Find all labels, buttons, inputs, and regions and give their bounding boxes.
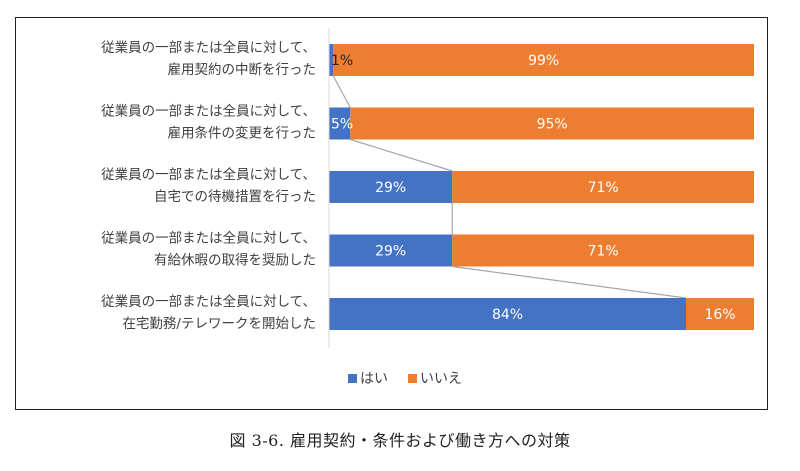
- category-label-1-line-1: 雇用条件の変更を行った: [168, 125, 317, 142]
- bar-no-1: [350, 107, 754, 140]
- bar-no-0: [333, 44, 754, 76]
- value-label-no-0: 99%: [528, 53, 559, 69]
- bar-no-3: [452, 234, 754, 267]
- figure-caption: 図 3-6. 雇用契約・条件および働き方への対策: [229, 431, 571, 450]
- legend-swatch-no: [408, 374, 417, 383]
- bar-yes-4: [329, 298, 686, 330]
- bar-yes-3: [329, 234, 453, 267]
- value-label-yes-4: 84%: [492, 307, 523, 323]
- legend-label-no: いいえ: [420, 371, 462, 387]
- series-lines: [332, 75, 687, 299]
- bar-yes-0: [329, 44, 334, 76]
- value-label-yes-0: 1%: [331, 53, 353, 69]
- category-label-0-line-1: 雇用契約の中断を行った: [168, 61, 317, 78]
- value-label-no-2: 71%: [588, 180, 619, 196]
- bar-no-2: [452, 171, 754, 203]
- value-label-no-3: 71%: [588, 244, 619, 260]
- stacked-bar-chart: 従業員の一部または全員に対して、雇用契約の中断を行った従業員の一部または全員に対…: [101, 28, 754, 387]
- value-label-yes-3: 29%: [375, 244, 406, 260]
- value-label-no-4: 16%: [704, 307, 735, 323]
- series-line-3: [452, 265, 687, 299]
- category-labels: 従業員の一部または全員に対して、雇用契約の中断を行った従業員の一部または全員に対…: [101, 39, 316, 332]
- category-label-3-line-1: 有給休暇の取得を奨励した: [154, 252, 316, 269]
- legend: はい いいえ: [348, 371, 462, 387]
- category-label-2-line-0: 従業員の一部または全員に対して、: [101, 166, 316, 183]
- bar-yes-1: [329, 107, 351, 140]
- category-label-3-line-0: 従業員の一部または全員に対して、: [101, 230, 316, 247]
- chart-frame: 従業員の一部または全員に対して、 雇用契約の中断を行った 従業員の一部または全員に対…: [15, 17, 768, 410]
- value-label-yes-2: 29%: [375, 180, 406, 196]
- category-label-2-line-1: 自宅での待機措置を行った: [154, 189, 316, 205]
- legend-label-yes: はい: [360, 371, 388, 387]
- category-label-1-line-0: 従業員の一部または全員に対して、: [101, 103, 316, 120]
- category-label-4-line-1: 在宅勤務/テレワークを開始した: [122, 316, 316, 332]
- legend-swatch-yes: [348, 374, 357, 383]
- category-label-0-line-0: 従業員の一部または全員に対して、: [101, 39, 316, 56]
- bar-yes-2: [329, 171, 453, 203]
- value-label-yes-1: 5%: [331, 117, 353, 133]
- series-line-0: [332, 75, 351, 108]
- bar-no-4: [686, 298, 754, 330]
- series-line-1: [350, 138, 453, 172]
- value-label-no-1: 95%: [537, 117, 568, 133]
- category-label-4-line-0: 従業員の一部または全員に対して、: [101, 293, 316, 310]
- bars: [329, 44, 754, 330]
- value-labels: 1% 99% 5% 95% 29% 71% 29% 71% 84% 16%: [331, 53, 736, 323]
